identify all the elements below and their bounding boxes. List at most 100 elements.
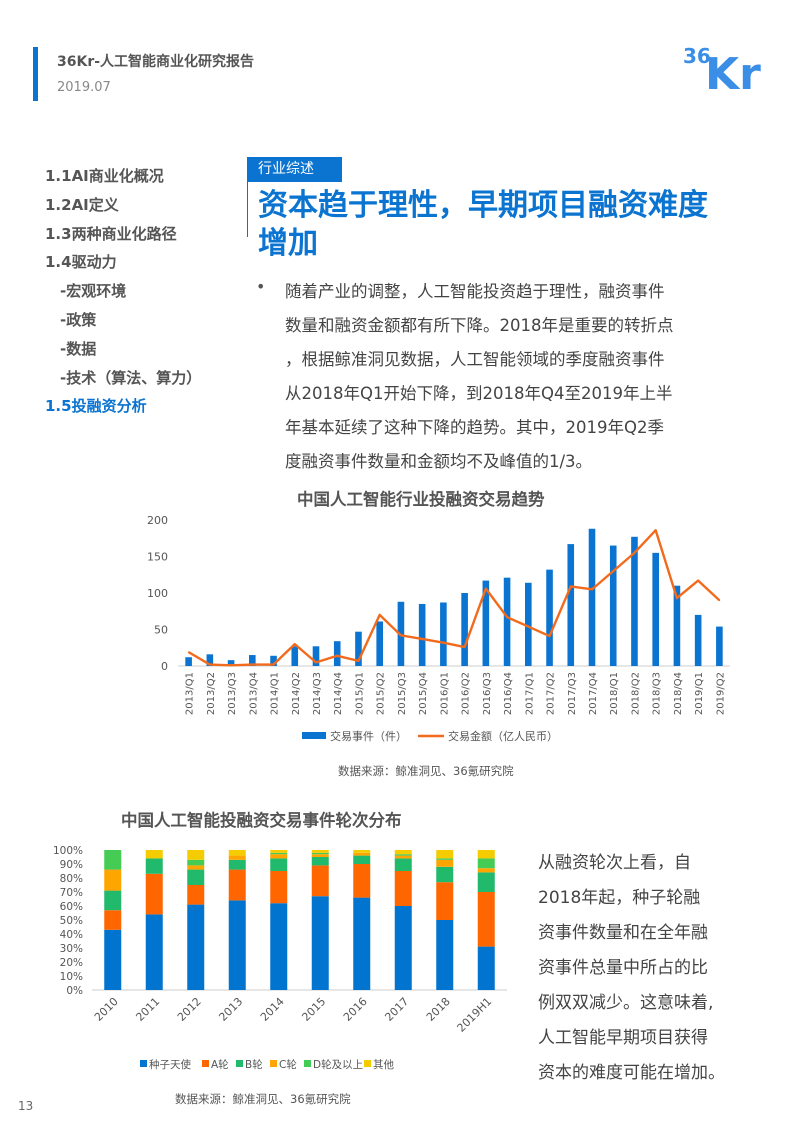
body-line: 数量和融资金额都有所下降。2018年是重要的转折点	[285, 316, 674, 335]
sidebar-item[interactable]: 1.4驱动力	[45, 253, 117, 272]
stacked-segment	[436, 859, 454, 867]
page-headline: 资本趋于理性，早期项目融资难度增加	[258, 188, 708, 261]
stacked-segment	[270, 852, 288, 855]
bar	[461, 593, 468, 666]
y-tick-label: 40%	[60, 929, 83, 941]
y-tick-label: 90%	[60, 859, 83, 871]
y-tick-label: 100	[147, 587, 168, 600]
y-tick-label: 20%	[60, 957, 83, 969]
y-tick-label: 10%	[60, 971, 83, 983]
amount-line	[188, 529, 721, 667]
stacked-segment	[436, 882, 454, 920]
legend-swatch	[140, 1060, 147, 1067]
x-tick-label: 2014/Q3	[312, 672, 323, 715]
stacked-segment	[187, 904, 205, 990]
legend-label: 种子天使	[149, 1058, 191, 1071]
side-paragraph: 从融资轮次上看，自 2018年起，种子轮融 资事件数量和在全年融 资事件总量中所…	[538, 846, 778, 1091]
stacked-segment	[477, 872, 495, 892]
body-line: 年基本延续了这种下降的趋势。其中，2019年Q2季	[285, 418, 664, 437]
stacked-segment	[353, 852, 371, 856]
line-point	[718, 599, 721, 602]
stacked-segment	[145, 850, 163, 859]
x-tick-label: 2018/Q4	[673, 672, 684, 715]
sidebar-item[interactable]: 1.3两种商业化路径	[45, 224, 177, 243]
line-point	[230, 664, 232, 667]
sidebar-item[interactable]: 1.1AI商业化概况	[45, 167, 164, 185]
stacked-segment	[477, 946, 495, 990]
x-tick-label: 2016/Q2	[461, 672, 472, 715]
stacked-segment	[270, 850, 288, 853]
stacked-segment	[187, 865, 205, 870]
sidebar-item[interactable]: -数据	[60, 339, 97, 358]
bar	[652, 552, 659, 666]
x-tick-label: 2017/Q3	[567, 672, 578, 715]
sidebar-item[interactable]: -政策	[60, 311, 97, 329]
legend-swatch	[202, 1060, 209, 1067]
stacked-segment	[477, 868, 495, 873]
x-tick-label: 2014/Q2	[291, 672, 302, 715]
stacked-segment	[270, 871, 288, 904]
y-tick-label: 30%	[60, 943, 83, 955]
body-paragraph: 随着产业的调整，人工智能投资趋于理性，融资事件 数量和融资金额都有所下降。201…	[285, 275, 735, 479]
legend-swatch	[304, 1060, 311, 1067]
stacked-segment	[104, 850, 122, 870]
x-tick-label: 2015/Q4	[418, 672, 429, 715]
sidebar-item[interactable]: 1.2AI定义	[45, 195, 119, 214]
stacked-segment	[311, 865, 329, 897]
stacked-segment	[477, 892, 495, 947]
stacked-segment	[311, 852, 329, 855]
body-line: ，根据鲸准洞见数据，人工智能领域的季度融资事件	[285, 350, 665, 369]
stacked-segment	[104, 869, 122, 891]
x-tick-label: 2017/Q4	[588, 672, 599, 715]
legend-swatch	[236, 1060, 243, 1067]
stacked-segment	[477, 858, 495, 869]
x-tick-label: 2013/Q1	[185, 672, 196, 715]
bar	[270, 655, 277, 666]
stacked-segment	[228, 869, 246, 901]
sidebar-item[interactable]: -宏观环境	[60, 282, 127, 301]
bullet-icon: •	[256, 277, 266, 296]
sidebar-item[interactable]: 1.5投融资分析	[45, 397, 147, 416]
stacked-segment	[394, 850, 412, 855]
report-date: 2019.07	[57, 80, 111, 95]
stacked-segment	[353, 897, 371, 990]
bar	[440, 602, 447, 666]
report-title: 36Kr-人工智能商业化研究报告	[57, 54, 255, 70]
legend-bar-swatch	[302, 732, 326, 739]
svg-text:Kr: Kr	[705, 49, 761, 90]
stacked-segment	[228, 855, 246, 860]
y-tick-label: 0%	[66, 985, 83, 997]
stacked-segment	[187, 885, 205, 905]
bar	[716, 626, 723, 666]
stacked-segment	[187, 850, 205, 860]
stacked-segment	[436, 920, 454, 990]
sidebar-item[interactable]: -技术（算法、算力）	[60, 368, 202, 387]
line-point	[612, 570, 615, 572]
line-point	[293, 643, 296, 645]
x-tick-label: 2013/Q2	[206, 672, 217, 715]
stacked-segment	[145, 873, 163, 915]
x-tick-label: 2015/Q3	[397, 672, 408, 715]
stacked-segment	[436, 866, 454, 883]
stacked-segment	[187, 869, 205, 885]
stacked-segment	[270, 858, 288, 871]
x-tick-label: 2015/Q2	[376, 672, 387, 715]
y-tick-label: 150	[147, 551, 168, 564]
x-tick-label: 2016/Q1	[439, 672, 450, 715]
y-tick-label: 200	[147, 514, 168, 527]
stacked-segment	[353, 864, 371, 898]
bar	[312, 646, 320, 666]
side-line: 资本的难度可能在增加。	[538, 1063, 725, 1083]
bar	[588, 528, 596, 666]
x-tick-label: 2017/Q1	[524, 672, 535, 715]
x-tick-label: 2015	[299, 995, 328, 1024]
side-line: 从融资轮次上看，自	[538, 853, 691, 873]
x-tick-label: 2017	[382, 995, 411, 1024]
round-distribution-chart: 0% 10% 20% 30% 40% 50% 60% 70% 80% 90% 100% 2010 201…	[53, 845, 507, 1071]
y-tick-label: 70%	[60, 887, 83, 899]
x-tick-label: 2015/Q1	[354, 672, 365, 715]
bar	[333, 641, 341, 666]
stacked-segment	[104, 929, 122, 990]
bar	[609, 545, 617, 666]
stacked-segment	[394, 854, 412, 856]
